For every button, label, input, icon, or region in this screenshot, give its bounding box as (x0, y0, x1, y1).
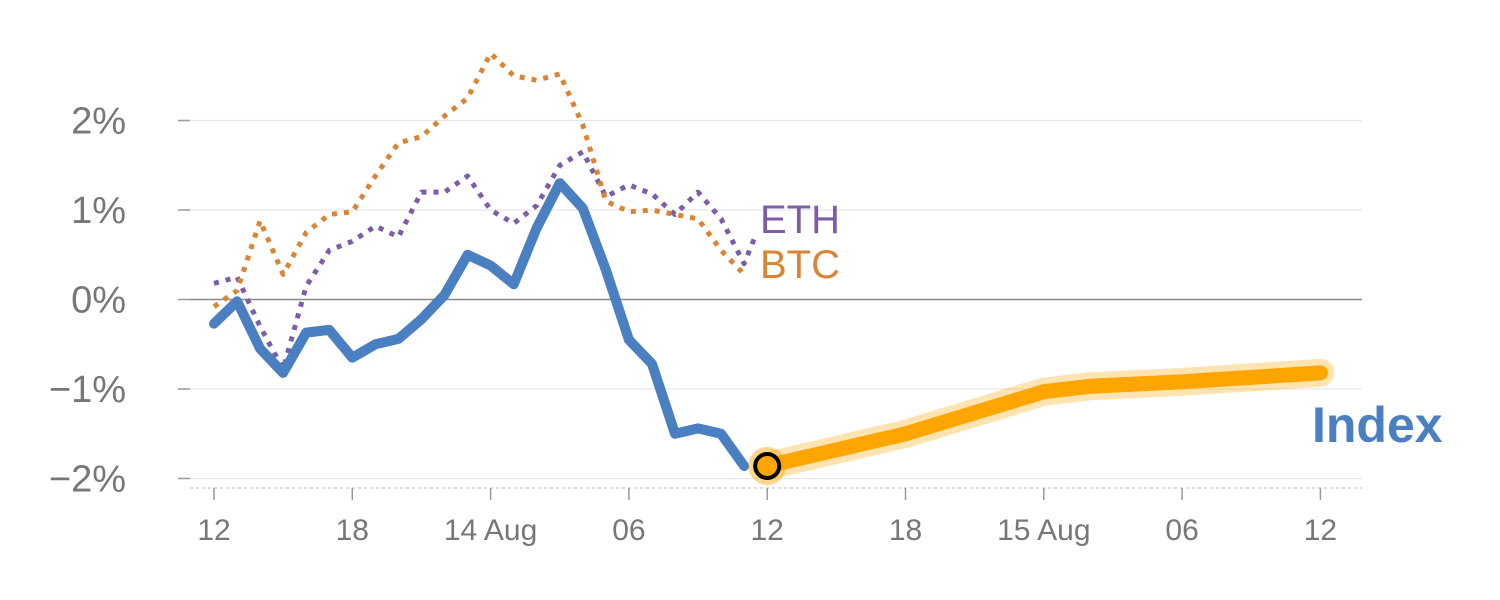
x-tick-label: 06 (612, 514, 645, 547)
btc-series-label: BTC (760, 243, 840, 287)
x-tick-label: 06 (1165, 514, 1198, 547)
x-tick-label: 18 (336, 514, 369, 547)
index-line (209, 178, 750, 471)
x-axis: 12 18 14 Aug 06 12 18 15 Aug 06 12 (197, 488, 1337, 547)
current-point-marker (753, 451, 782, 480)
btc-line (212, 50, 746, 309)
y-tick-label: 1% (71, 190, 126, 232)
x-tick-label: 18 (889, 514, 922, 547)
y-tick-label: 0% (71, 280, 126, 322)
y-axis: 2% 1% 0% −1% −2% (49, 101, 190, 501)
x-tick-label: 12 (751, 514, 784, 547)
x-tick-label: 14 Aug (444, 514, 537, 547)
y-tick-label: −2% (49, 459, 126, 501)
x-tick-label: 15 Aug (997, 514, 1090, 547)
eth-series-label: ETH (760, 198, 840, 242)
index-series-label: Index (1312, 397, 1443, 453)
gridlines (190, 119, 1362, 489)
series-lines (209, 50, 1335, 485)
y-tick-label: 2% (71, 101, 126, 143)
y-tick-label: −1% (49, 369, 126, 411)
eth-line (213, 149, 759, 372)
series-labels: ETH BTC Index (760, 198, 1443, 453)
x-tick-label: 12 (1304, 514, 1337, 547)
index-forecast-line (759, 365, 1328, 474)
x-tick-label: 12 (197, 514, 230, 547)
